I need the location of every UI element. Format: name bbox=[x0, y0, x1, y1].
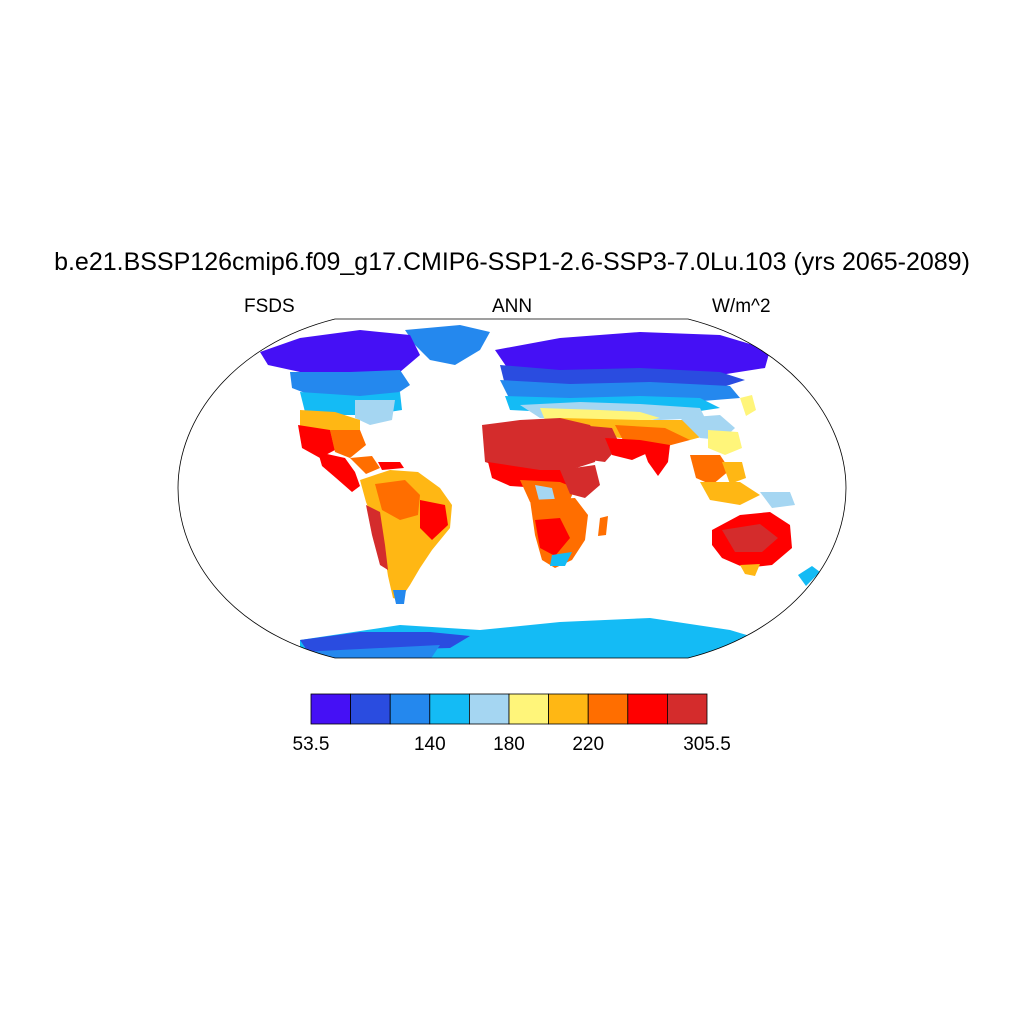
colorbar-swatch bbox=[587, 693, 629, 725]
usa-southwest bbox=[298, 425, 335, 458]
colorbar-swatch bbox=[429, 693, 470, 725]
colorbar-swatch bbox=[389, 693, 431, 725]
arabia bbox=[578, 425, 620, 462]
colorbar-swatch bbox=[508, 693, 549, 725]
africa-sahara bbox=[482, 418, 600, 472]
colorbar-tick-label: 220 bbox=[572, 734, 605, 755]
colorbar-tick-label: 53.5 bbox=[292, 734, 330, 755]
colorbar-swatch bbox=[468, 693, 510, 725]
colorbar bbox=[310, 693, 708, 725]
colorbar-swatch bbox=[627, 693, 668, 725]
colorbar-swatch bbox=[667, 693, 708, 725]
greenland bbox=[405, 325, 490, 365]
north-america-arctic bbox=[260, 330, 420, 375]
japan bbox=[740, 395, 756, 416]
colorbar-tick-label: 180 bbox=[493, 734, 525, 755]
map-title: b.e21.BSSP126cmip6.f09_g17.CMIP6-SSP1-2.… bbox=[54, 248, 970, 276]
colorbar-tick-label: 140 bbox=[413, 734, 446, 755]
mexico bbox=[318, 452, 360, 492]
colorbar-swatch bbox=[310, 693, 351, 725]
map-boundary bbox=[177, 318, 847, 659]
land-field bbox=[260, 325, 820, 658]
units-label: W/m^2 bbox=[712, 296, 771, 317]
season-label: ANN bbox=[491, 296, 533, 317]
eurasia-arctic bbox=[495, 332, 770, 375]
india bbox=[640, 440, 670, 476]
variable-label: FSDS bbox=[244, 296, 295, 317]
new-zealand bbox=[798, 566, 820, 586]
colorbar-tick-label: 305.5 bbox=[683, 734, 731, 755]
madagascar bbox=[598, 516, 608, 536]
colorbar-swatch bbox=[350, 693, 391, 725]
colorbar-swatch bbox=[548, 693, 589, 725]
caribbean bbox=[378, 462, 404, 470]
